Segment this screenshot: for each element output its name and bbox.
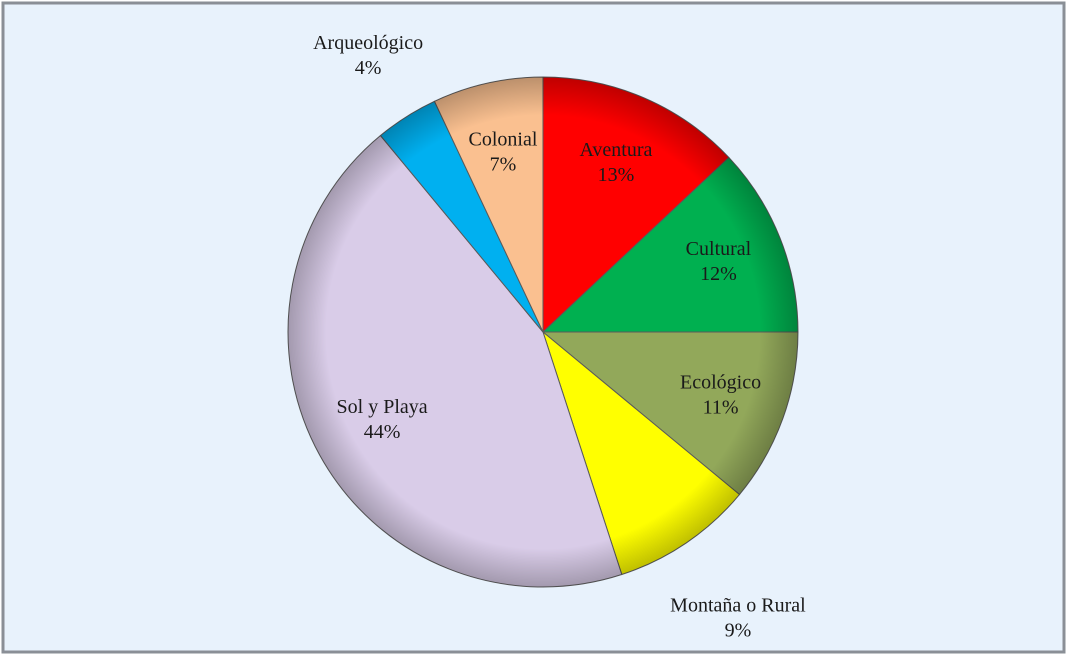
slice-value-label: 4% (355, 57, 382, 79)
slice-value-label: 13% (598, 164, 635, 186)
slice-label: Colonial (469, 128, 538, 150)
slice-label: Arqueológico (313, 32, 423, 54)
slice-label: Cultural (686, 238, 752, 260)
slice-value-label: 12% (700, 263, 737, 285)
slice-value-label: 44% (364, 421, 401, 443)
slice-label: Montaña o Rural (670, 594, 806, 616)
slice-label: Aventura (579, 139, 652, 161)
slice-value-label: 7% (490, 153, 517, 175)
labels: Aventura 13% Cultural 12% Ecológico 11% Montañ… (313, 32, 806, 641)
pie (287, 76, 799, 588)
slice-label: Ecológico (680, 372, 761, 394)
slice-value-label: 11% (703, 397, 739, 419)
slice-label: Sol y Playa (337, 396, 428, 418)
slice-value-label: 9% (725, 619, 752, 641)
